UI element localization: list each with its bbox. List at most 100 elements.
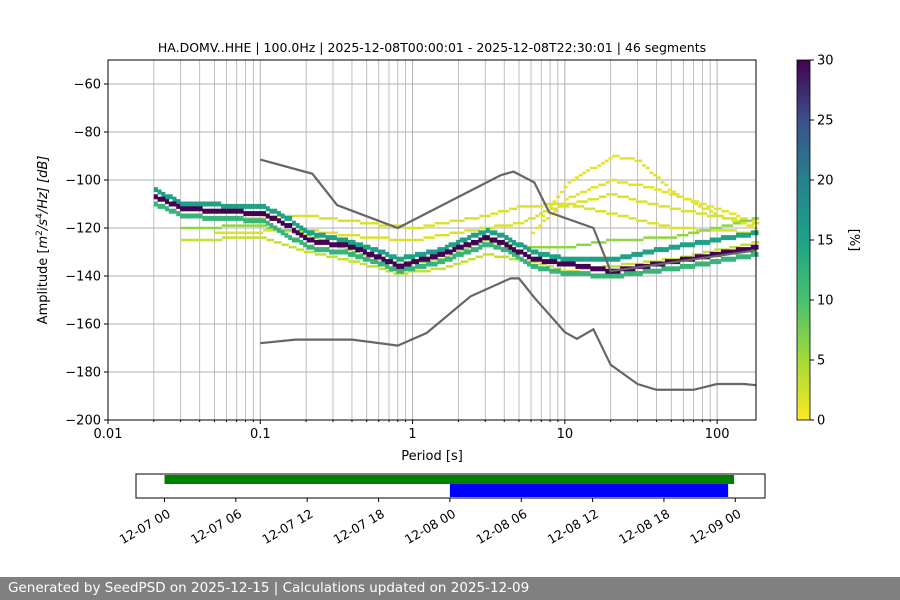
psd-cell [515,242,520,248]
y-tick-label: −180 [65,366,101,381]
psd-cell [389,238,394,242]
psd-cell [673,236,678,239]
psd-cell [732,245,737,249]
psd-cell [750,244,755,250]
psd-cell [672,266,677,272]
psd-cell [728,212,733,215]
psd-cell [203,226,208,230]
psd-cell [613,212,618,215]
psd-cell [717,248,722,251]
psd-cell [553,254,558,260]
psd-cell [463,242,468,248]
psd-cell [430,224,435,227]
psd-cell [714,248,719,251]
psd-cell [725,224,730,227]
psd-cell [243,218,248,224]
psd-cell [351,244,356,250]
psd-cell [411,259,416,265]
psd-cell [427,224,432,227]
psd-cell [601,266,606,272]
psd-cell [262,203,267,209]
psd-cell [642,185,647,189]
psd-cell [336,242,341,248]
timeline-tick-label: 12-07 06 [188,506,244,547]
used-segments-bar [449,484,729,497]
y-tick-label: −120 [65,222,101,237]
psd-cell [750,224,755,227]
psd-cell [470,247,475,253]
psd-cell [479,255,484,259]
psd-cell [718,229,723,232]
psd-cell [639,219,644,223]
psd-cell [228,215,233,221]
psd-cell [589,166,594,170]
psd-cell [691,209,696,213]
psd-cell [636,219,641,223]
psd-cell [235,203,240,209]
psd-cell [213,208,218,214]
psd-cell [553,209,558,213]
psd-cell [512,207,517,211]
psd-cell [453,262,458,266]
psd-cell [605,268,610,274]
psd-cell [306,230,311,236]
psd-cell [373,259,378,265]
psd-cell [650,185,655,189]
psd-cell [288,235,293,241]
psd-cell [217,215,222,221]
psd-cell [642,249,647,255]
psd-cell [244,231,249,235]
psd-cell [598,183,603,187]
timeline-tick-label: 12-08 12 [545,506,601,547]
psd-cell [318,253,323,256]
psd-cell [550,265,555,268]
available-data-bar [164,475,735,484]
psd-cell [378,267,383,271]
psd-cell [392,254,397,260]
psd-cell [732,235,737,241]
psd-cell [650,202,655,206]
psd-cell [415,226,420,230]
psd-cell [336,237,341,243]
psd-cell [453,219,458,223]
psd-cell [646,268,651,274]
psd-cell [206,226,211,230]
psd-cell [382,267,387,271]
psd-cell [740,219,745,223]
psd-cell [314,232,319,238]
psd-cell [738,221,743,225]
psd-cell [501,224,506,227]
psd-cell [288,223,293,229]
psd-cell [600,161,605,165]
psd-cell [619,157,624,160]
psd-cell [576,200,581,203]
psd-cell [586,169,591,172]
psd-cell [743,254,748,260]
psd-cell [646,185,651,189]
psd-cell [386,236,391,239]
psd-cell [706,250,711,254]
psd-cell [248,231,253,235]
psd-cell [363,262,368,266]
psd-cell [180,226,185,230]
psd-cell [631,183,636,187]
psd-cell [315,214,320,218]
psd-cell [270,238,275,242]
psd-cell [632,262,637,266]
psd-cell [344,257,349,261]
psd-cell [720,235,725,241]
psd-cell [653,173,658,177]
psd-cell [482,253,487,256]
psd-cell [423,236,428,239]
psd-cell [527,205,532,208]
psd-cell [311,214,316,218]
psd-cell [310,237,315,243]
psd-cell [220,203,225,209]
psd-cell [367,265,372,268]
psd-cell [526,247,531,253]
psd-cell [464,260,469,263]
psd-cell [519,242,524,248]
psd-cell [742,221,747,225]
psd-cell [168,208,173,214]
psd-cell [265,213,270,219]
